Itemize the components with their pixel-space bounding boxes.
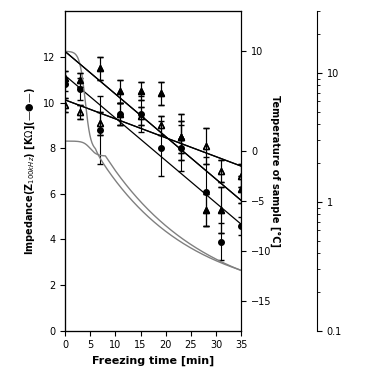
Y-axis label: Impedance(Z$_{100kHz}$) [K$\Omega$](—●—): Impedance(Z$_{100kHz}$) [K$\Omega$](—●—)	[24, 87, 38, 255]
Y-axis label: Temperature of sample [°C]: Temperature of sample [°C]	[270, 95, 280, 247]
X-axis label: Freezing time [min]: Freezing time [min]	[92, 356, 214, 366]
